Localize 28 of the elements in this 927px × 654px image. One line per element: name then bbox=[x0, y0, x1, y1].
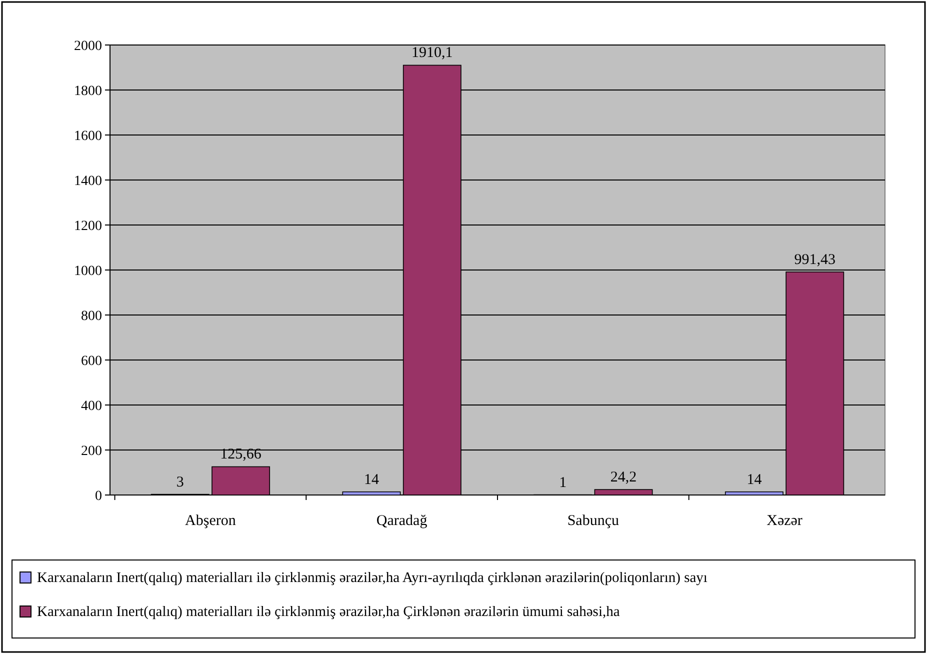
y-tick-label: 1400 bbox=[74, 174, 102, 189]
legend-label: Karxanaların Inert(qalıq) materialları ilə çirklənmiş ərazilər,ha Ayrı-ayrılıqda çirklənən ərazilərin(poliqonların) sayı bbox=[37, 570, 708, 586]
data-label: 991,43 bbox=[794, 252, 836, 268]
y-tick-label: 800 bbox=[81, 308, 102, 324]
y-tick-label: 0 bbox=[95, 488, 102, 504]
bar bbox=[342, 491, 401, 496]
y-tick-label: 1600 bbox=[74, 128, 102, 144]
data-label: 14 bbox=[746, 472, 762, 488]
legend-label: Karxanaların Inert(qalıq) materialları ilə çirklənmiş ərazilər,ha Çirklənən ərazilərin ümumi sahəsi,ha bbox=[37, 604, 620, 620]
y-tick-label: 2000 bbox=[74, 38, 102, 54]
bar bbox=[212, 466, 270, 496]
y-tick-label: 200 bbox=[81, 444, 102, 459]
y-tick-label: 1800 bbox=[74, 84, 102, 99]
data-label: 1910,1 bbox=[412, 45, 453, 62]
data-label: 24,2 bbox=[610, 470, 637, 486]
bar bbox=[724, 491, 784, 496]
y-tick-label: 1000 bbox=[74, 264, 102, 279]
x-tick-label: Xəzər bbox=[766, 513, 802, 529]
data-label: 3 bbox=[176, 474, 184, 490]
data-label: 14 bbox=[364, 472, 380, 488]
x-tick-label: Qaradağ bbox=[376, 513, 428, 529]
bar bbox=[594, 489, 653, 496]
y-tick-label: 1200 bbox=[74, 218, 102, 234]
x-tick-label: Abşeron bbox=[185, 513, 236, 529]
y-tick-label: 600 bbox=[81, 354, 102, 369]
y-tick-label: 400 bbox=[81, 398, 102, 414]
x-tick-label: Sabunçu bbox=[567, 513, 620, 529]
data-label: 1 bbox=[559, 474, 567, 491]
